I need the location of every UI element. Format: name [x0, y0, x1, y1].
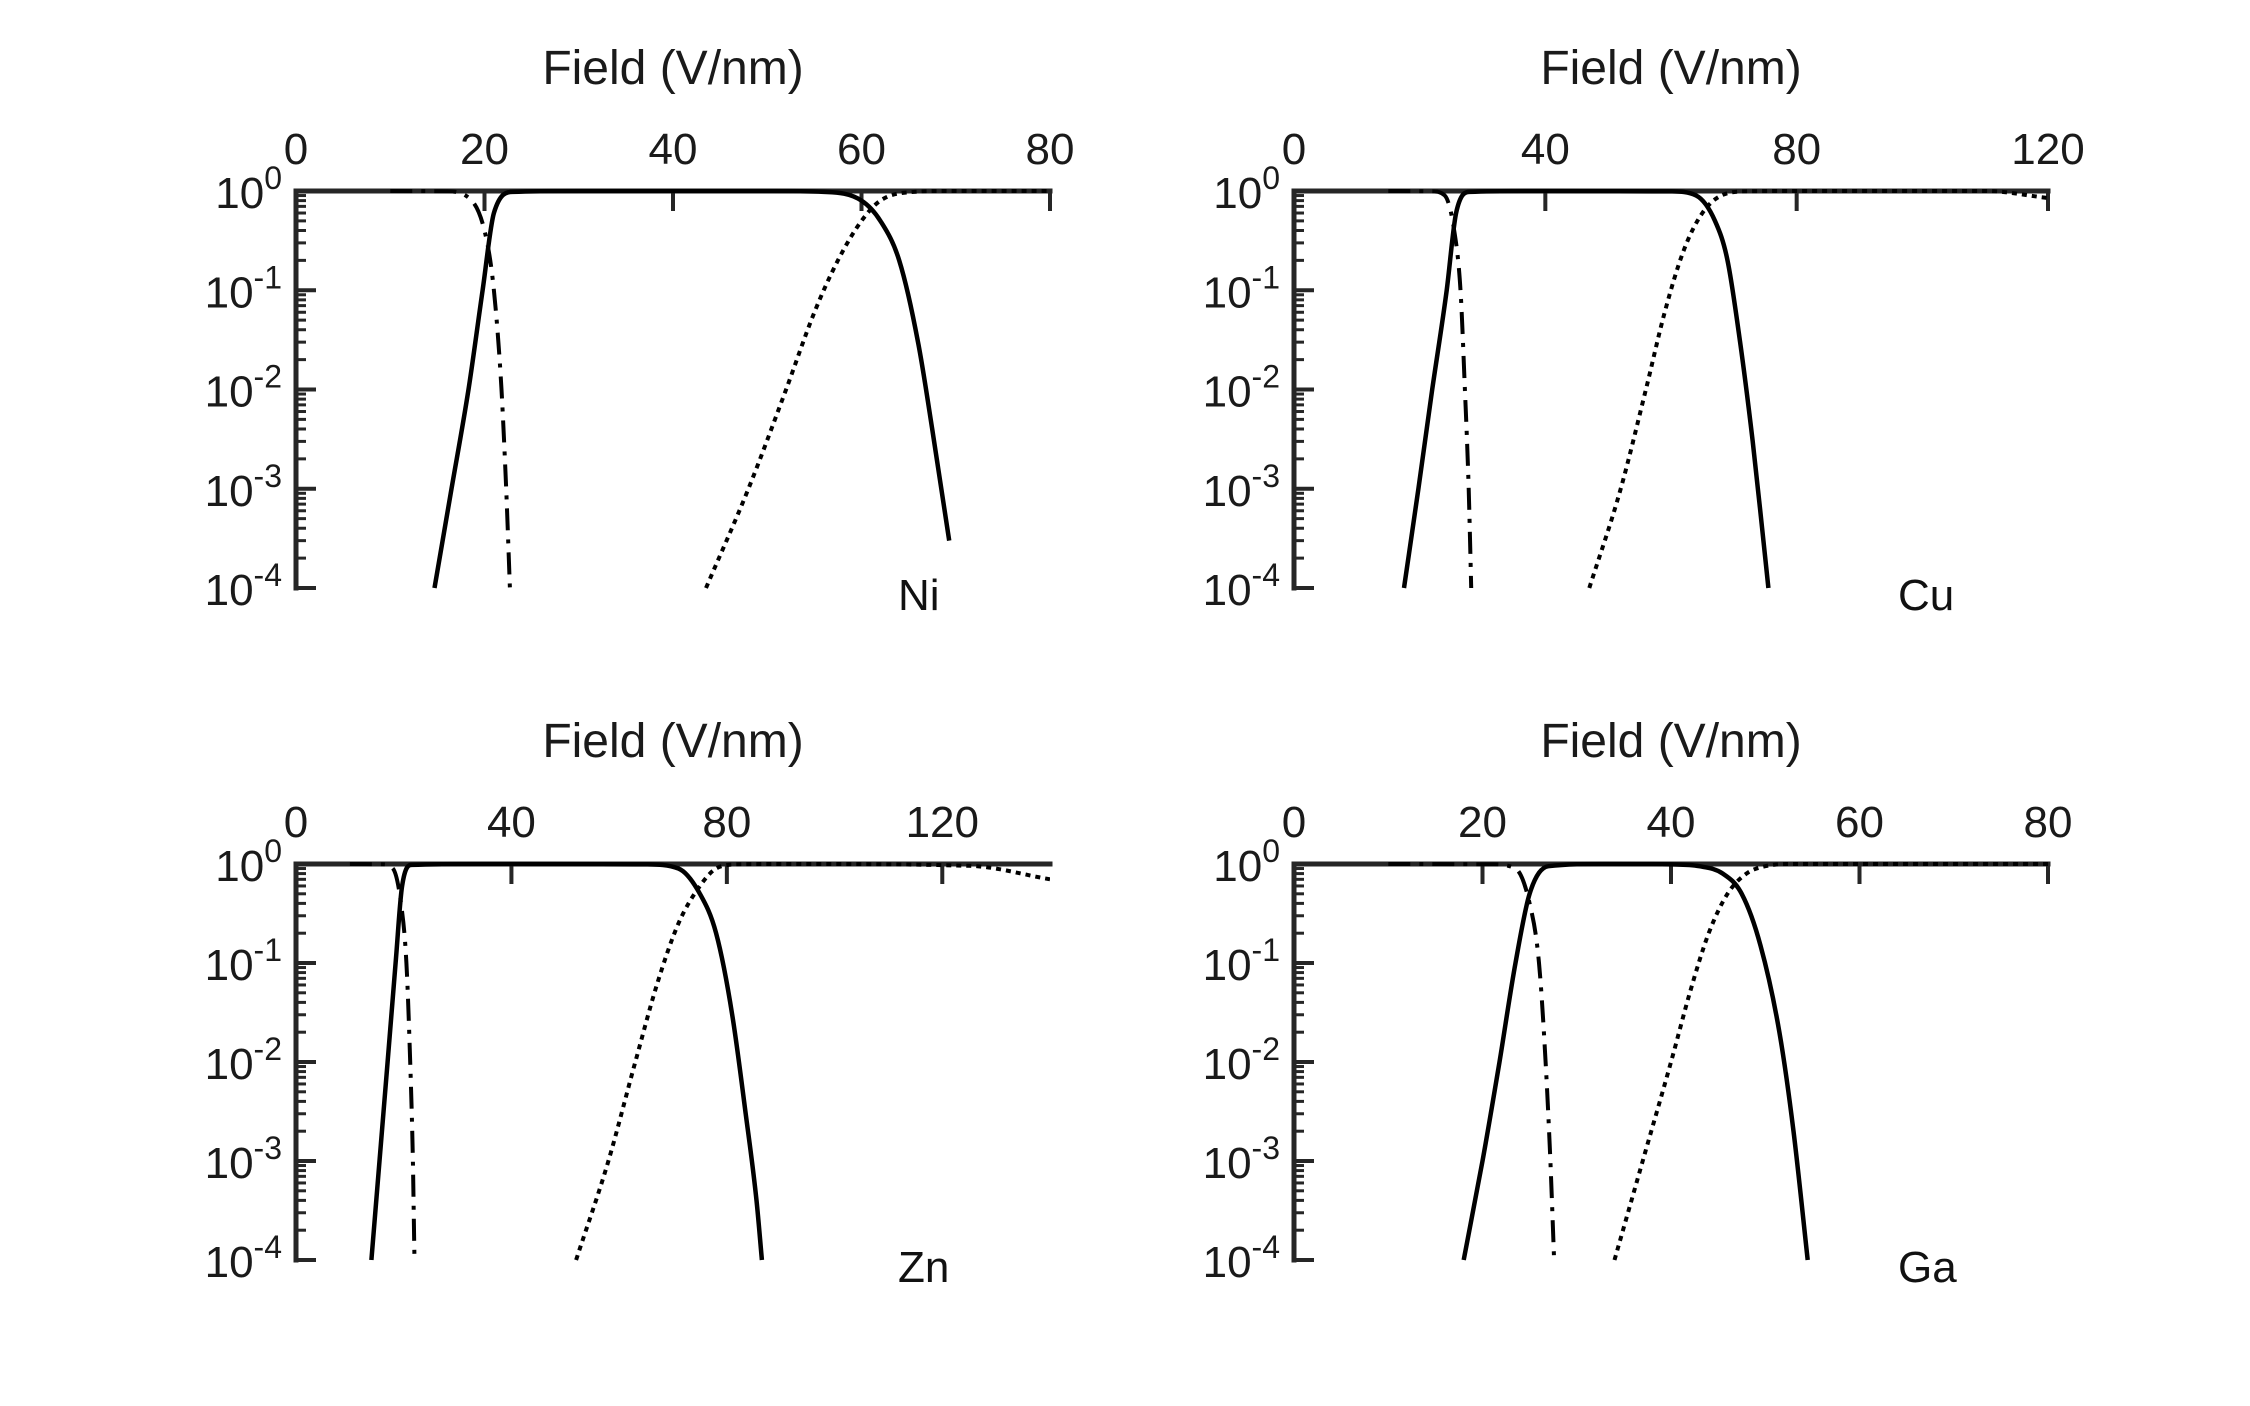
x-tick-label: 60 [837, 125, 886, 174]
panel-label: Ni [898, 571, 940, 620]
x-axis-label: Field (V/nm) [1540, 715, 1801, 768]
y-tick-label: 10-1 [1203, 259, 1280, 317]
x-tick-label: 0 [1282, 125, 1306, 174]
dotted-curve [704, 188, 1050, 589]
y-tick-label: 10-1 [205, 259, 282, 317]
y-tick-label: 10-1 [205, 932, 282, 990]
panel-label: Ga [1898, 1243, 1957, 1292]
series-group [1388, 861, 2048, 1261]
dotted-curve [574, 862, 1050, 1261]
x-tick-label: 20 [460, 125, 509, 174]
dashdot-curve [349, 862, 417, 1261]
dotted-curve [1587, 188, 2048, 589]
x-tick-label: 80 [702, 798, 751, 847]
y-tick-label: 10-3 [1203, 1130, 1280, 1188]
series-group [1388, 188, 2048, 589]
x-tick-label: 80 [1772, 125, 1821, 174]
y-tick-label: 100 [1213, 833, 1280, 891]
y-tick-label: 10-4 [205, 557, 282, 615]
solid-curve [369, 861, 765, 1261]
panel-cu: Field (V/nm) 0 40 80 120 100 10-1 10-2 10-3 10-4 C… [1203, 42, 2085, 620]
panels: Field (V/nm) 0 20 40 60 80 100 10-1 10-2 10-3 10-4… [205, 42, 2085, 1292]
dotted-curve [1612, 861, 2048, 1261]
y-tick-label: 10-2 [205, 1031, 282, 1089]
panel-ga: Field (V/nm) 0 20 40 60 80 100 10-1 10-2 10-3 10-4… [1203, 715, 2073, 1292]
x-tick-label: 40 [1647, 798, 1696, 847]
series-group [390, 188, 1050, 589]
x-axis-label: Field (V/nm) [542, 715, 803, 768]
panel-zn: Field (V/nm) 0 40 80 120 100 10-1 10-2 10-3 10-4 Z… [205, 715, 1053, 1292]
y-tick-label: 10-2 [1203, 359, 1280, 417]
dashdot-curve [1388, 862, 1557, 1261]
y-tick-label: 10-4 [205, 1229, 282, 1287]
panel-label: Zn [898, 1243, 949, 1292]
series-group [349, 861, 1050, 1261]
dashdot-curve [390, 189, 512, 589]
y-tick-label: 10-2 [205, 359, 282, 417]
solid-curve [432, 188, 952, 589]
x-tick-label: 60 [1835, 798, 1884, 847]
y-tick-label: 10-4 [1203, 1229, 1280, 1287]
y-tick-label: 10-3 [205, 1130, 282, 1188]
solid-curve [1461, 861, 1810, 1261]
y-tick-label: 10-3 [205, 458, 282, 516]
panel-ni: Field (V/nm) 0 20 40 60 80 100 10-1 10-2 10-3 10-4… [205, 42, 1075, 620]
y-tick-label: 10-1 [1203, 932, 1280, 990]
x-tick-label: 120 [2011, 125, 2084, 174]
x-axis-label: Field (V/nm) [542, 42, 803, 95]
y-tick-label: 10-3 [1203, 458, 1280, 516]
y-tick-label: 100 [215, 160, 282, 218]
dashdot-curve [1388, 189, 1474, 589]
x-tick-label: 40 [649, 125, 698, 174]
x-tick-label: 80 [2024, 798, 2073, 847]
y-tick-label: 100 [215, 833, 282, 891]
x-tick-label: 120 [906, 798, 979, 847]
x-axis-label: Field (V/nm) [1540, 42, 1801, 95]
x-tick-label: 80 [1026, 125, 1075, 174]
x-tick-label: 0 [284, 125, 308, 174]
solid-curve [1401, 188, 1771, 589]
x-tick-label: 0 [284, 798, 308, 847]
y-tick-label: 10-2 [1203, 1031, 1280, 1089]
x-tick-label: 20 [1458, 798, 1507, 847]
x-tick-label: 40 [1521, 125, 1570, 174]
y-tick-label: 100 [1213, 160, 1280, 218]
x-tick-label: 0 [1282, 798, 1306, 847]
y-tick-label: 10-4 [1203, 557, 1280, 615]
x-tick-label: 40 [487, 798, 536, 847]
panel-label: Cu [1898, 571, 1954, 620]
